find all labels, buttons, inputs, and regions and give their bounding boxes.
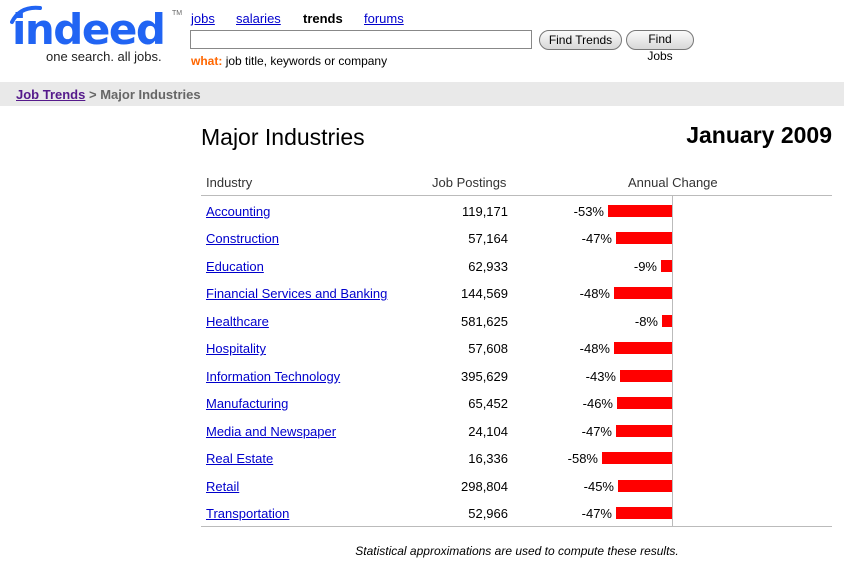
annual-change-bar [617, 397, 672, 410]
industry-link[interactable]: Information Technology [206, 368, 341, 384]
annual-change-value: -43% [585, 368, 616, 384]
annual-change-bar [661, 259, 672, 272]
page-date: January 2009 [686, 122, 832, 148]
job-postings-value: 57,608 [468, 341, 508, 357]
job-postings-value: 298,804 [461, 478, 508, 494]
change-zero-axis [672, 196, 673, 526]
indeed-logo[interactable]: indeed TM one search. all jobs. [10, 5, 182, 68]
column-header-job-postings: Job Postings [432, 175, 507, 190]
annual-change-bar [662, 314, 672, 327]
logo-tagline: one search. all jobs. [46, 49, 162, 64]
find-jobs-button[interactable]: Find Jobs [626, 30, 694, 63]
job-postings-value: 62,933 [468, 258, 508, 274]
annual-change-value: -47% [581, 231, 612, 247]
job-postings-value: 57,164 [468, 231, 508, 247]
logo-wordmark: indeed [12, 5, 166, 54]
breadcrumb-job-trends-link[interactable]: Job Trends [16, 87, 86, 102]
annual-change-value: -47% [581, 505, 612, 521]
annual-change-bar [614, 287, 672, 300]
industry-link[interactable]: Retail [206, 478, 240, 494]
job-postings-value: 119,171 [461, 204, 508, 219]
industry-link[interactable]: Construction [206, 231, 279, 247]
annual-change-value: -48% [579, 286, 610, 302]
job-postings-value: 16,336 [468, 451, 508, 467]
table-top-rule [201, 195, 832, 196]
annual-change-bar [614, 342, 672, 355]
table-row: Transportation 52,966 -47% [0, 506, 844, 533]
annual-change-value: -58% [567, 451, 598, 467]
industry-link[interactable]: Transportation [206, 505, 290, 521]
annual-change-value: -48% [579, 341, 610, 357]
search-input[interactable] [190, 30, 532, 49]
search-hint: what: job title, keywords or company [191, 54, 387, 68]
job-postings-value: 24,104 [468, 423, 508, 439]
table-row: Manufacturing 65,452 -46% [0, 396, 844, 423]
logo-trademark: TM [172, 10, 183, 17]
table-row: Media and Newspaper 24,104 -47% [0, 424, 844, 451]
table-row: Accounting 119,171 -53% [0, 204, 844, 231]
job-postings-value: 395,629 [461, 368, 508, 384]
job-postings-value: 52,966 [468, 505, 508, 521]
logo-arc-icon [10, 5, 42, 24]
industry-link[interactable]: Real Estate [206, 451, 274, 467]
column-header-annual-change: Annual Change [628, 175, 718, 190]
annual-change-bar [618, 479, 672, 492]
annual-change-bar [616, 424, 672, 437]
annual-change-value: -45% [583, 478, 614, 494]
annual-change-bar [602, 452, 672, 465]
nav-trends-current: trends [303, 11, 343, 26]
what-hint-text: job title, keywords or company [225, 54, 388, 68]
table-row: Retail 298,804 -45% [0, 479, 844, 506]
annual-change-value: -47% [581, 423, 612, 439]
footnote: Statistical approximations are used to c… [355, 544, 679, 558]
breadcrumb-bar: Job Trends > Major Industries [0, 82, 844, 106]
table-row: Financial Services and Banking 144,569 -48… [0, 286, 844, 313]
annual-change-value: -9% [633, 258, 657, 274]
annual-change-bar [620, 369, 672, 382]
industry-link[interactable]: Media and Newspaper [206, 423, 337, 439]
table-bottom-rule [201, 526, 832, 527]
nav-jobs-link[interactable]: jobs [191, 11, 215, 26]
nav-forums-link[interactable]: forums [364, 11, 404, 26]
annual-change-bar [616, 506, 672, 519]
find-trends-button[interactable]: Find Trends [539, 30, 622, 50]
job-postings-value: 144,569 [461, 286, 508, 302]
table-row: Healthcare 581,625 -8% [0, 314, 844, 341]
nav-salaries-link[interactable]: salaries [236, 11, 281, 26]
annual-change-value: -53% [573, 204, 604, 219]
table-row: Information Technology 395,629 -43% [0, 369, 844, 396]
breadcrumb-separator: > [88, 87, 97, 102]
breadcrumb: Job Trends > Major Industries [16, 87, 201, 102]
table-row: Construction 57,164 -47% [0, 231, 844, 258]
industry-link[interactable]: Education [206, 258, 264, 274]
annual-change-value: -8% [634, 313, 658, 329]
annual-change-bar [608, 205, 672, 217]
industry-link[interactable]: Accounting [206, 204, 271, 219]
industry-link[interactable]: Financial Services and Banking [206, 286, 388, 302]
industry-link[interactable]: Hospitality [206, 341, 266, 357]
job-postings-value: 581,625 [461, 313, 508, 329]
breadcrumb-current: Major Industries [100, 87, 201, 102]
table-row: Hospitality 57,608 -48% [0, 341, 844, 368]
table-row: Education 62,933 -9% [0, 259, 844, 286]
industry-link[interactable]: Healthcare [206, 313, 269, 329]
industry-link[interactable]: Manufacturing [206, 396, 289, 412]
what-label: what: [191, 54, 223, 68]
column-header-industry: Industry [206, 175, 253, 190]
job-postings-value: 65,452 [468, 396, 508, 412]
annual-change-value: -46% [582, 396, 613, 412]
table-row: Real Estate 16,336 -58% [0, 451, 844, 478]
page-title: Major Industries [201, 124, 365, 150]
annual-change-bar [616, 232, 672, 245]
